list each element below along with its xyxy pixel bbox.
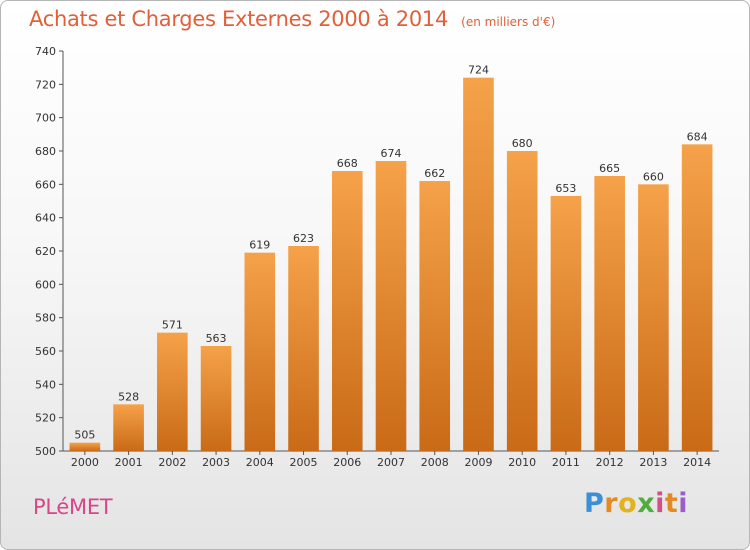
data-label: 668	[337, 157, 358, 170]
x-tick-label: 2013	[639, 456, 667, 469]
bar	[681, 144, 713, 452]
x-tick-label: 2011	[552, 456, 580, 469]
data-label: 724	[468, 64, 489, 77]
data-label: 662	[424, 167, 445, 180]
y-tick-label: 600	[35, 278, 56, 291]
x-tick-label: 2001	[115, 456, 143, 469]
chart-title: Achats et Charges Externes 2000 à 2014	[29, 7, 449, 31]
bar	[550, 196, 582, 451]
y-tick-label: 560	[35, 345, 56, 358]
x-tick-label: 2008	[421, 456, 449, 469]
data-label: 571	[162, 319, 183, 332]
x-tick-label: 2014	[683, 456, 711, 469]
proxiti-logo[interactable]: Proxiti	[584, 488, 689, 519]
y-tick-label: 520	[35, 412, 56, 425]
x-tick-label: 2009	[464, 456, 492, 469]
x-tick-label: 2000	[71, 456, 99, 469]
x-tick-label: 2006	[333, 456, 361, 469]
x-tick-label: 2002	[158, 456, 186, 469]
bar	[463, 77, 494, 452]
bar	[419, 181, 451, 451]
y-tick-label: 620	[35, 245, 56, 258]
x-tick-label: 2010	[508, 456, 536, 469]
bar	[375, 161, 407, 451]
bar	[331, 171, 363, 451]
y-tick-label: 580	[35, 312, 56, 325]
data-label: 528	[118, 390, 139, 403]
commune-name: PLéMET	[33, 495, 113, 519]
bar	[288, 246, 319, 451]
y-tick-label: 660	[35, 178, 56, 191]
y-tick-label: 720	[35, 78, 56, 91]
x-tick-label: 2007	[377, 456, 405, 469]
bar	[69, 442, 101, 451]
chart-subtitle: (en milliers d'€)	[461, 15, 556, 29]
y-tick-label: 500	[35, 445, 56, 458]
data-label: 623	[293, 232, 314, 245]
data-label: 653	[555, 182, 576, 195]
y-tick-label: 740	[35, 45, 56, 58]
data-label: 684	[687, 130, 708, 143]
title-row: Achats et Charges Externes 2000 à 2014 (…	[29, 7, 555, 31]
data-label: 563	[206, 332, 227, 345]
y-tick-label: 680	[35, 145, 56, 158]
data-label: 619	[249, 239, 270, 252]
value-labels: 505 528 571 563 619 623 668 674 662 724 680 653 665 6…	[74, 64, 707, 442]
x-tick-label: 2004	[246, 456, 274, 469]
data-label: 674	[381, 147, 402, 160]
data-label: 660	[643, 170, 664, 183]
x-tick-label: 2012	[596, 456, 624, 469]
data-label: 505	[74, 429, 95, 442]
y-tick-label: 700	[35, 112, 56, 125]
data-label: 680	[512, 137, 533, 150]
bar	[157, 332, 188, 451]
bars	[69, 77, 713, 452]
bar	[113, 404, 144, 451]
y-tick-label: 540	[35, 378, 56, 391]
bar	[244, 252, 276, 451]
bar	[200, 346, 232, 451]
bar	[594, 176, 625, 451]
axes: 500 520 540 560 580 600 620 640 660 680 700 720 740 2…	[35, 45, 719, 469]
x-tick-label: 2005	[290, 456, 318, 469]
x-tick-label: 2003	[202, 456, 230, 469]
y-tick-label: 640	[35, 212, 56, 225]
bar	[506, 151, 538, 451]
bar	[638, 184, 669, 452]
data-label: 665	[599, 162, 620, 175]
